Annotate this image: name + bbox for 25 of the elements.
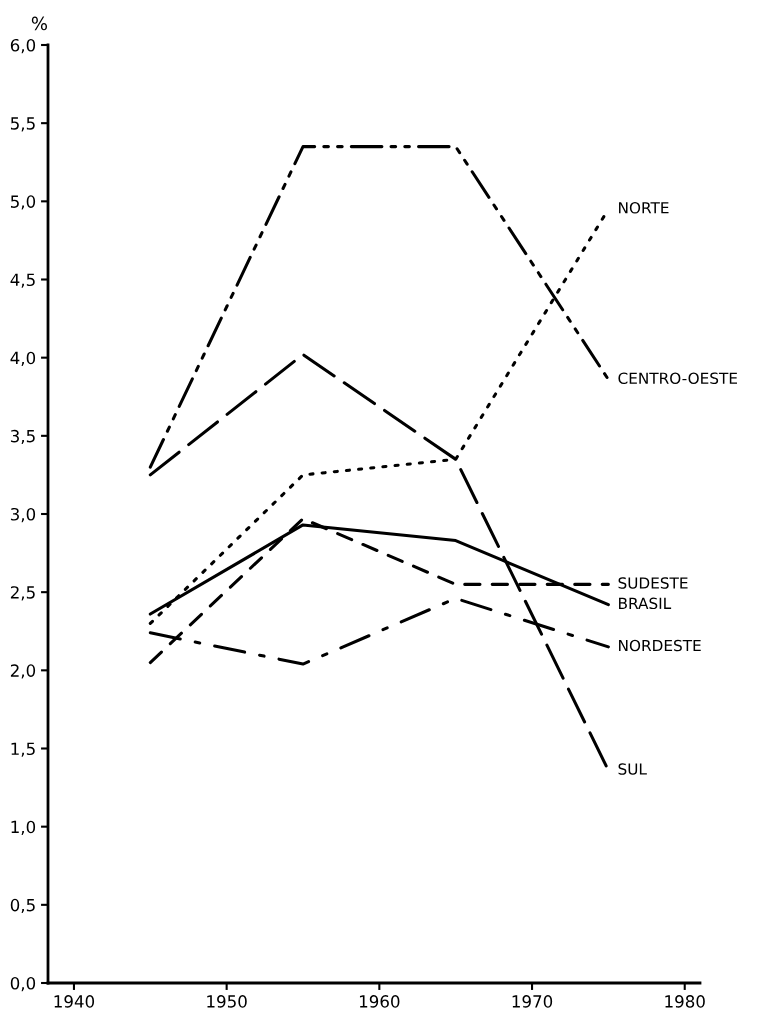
y-tick-label: 3,5 — [10, 429, 35, 445]
x-tick-label: 1950 — [207, 995, 247, 1008]
series-label: BRASIL — [619, 597, 672, 610]
y-tick-label: 4,0 — [10, 351, 36, 366]
y-tick-label: 5,5 — [10, 117, 35, 132]
y-tick-label: 0,5 — [10, 898, 35, 914]
y-tick-label: 2,0 — [10, 664, 36, 679]
series-label: NORDESTE — [619, 639, 701, 652]
y-tick-label: 4,5 — [10, 273, 35, 288]
y-tick-label: 1,5 — [11, 742, 35, 757]
series-label: CENTRO-OESTE — [618, 372, 737, 384]
y-tick-label: 6,0 — [10, 38, 36, 54]
x-tick-label: 1970 — [512, 995, 553, 1008]
y-tick-label: 0,0 — [10, 976, 36, 992]
y-tick-label: 1,0 — [11, 820, 36, 835]
y-tick-label: 5,0 — [10, 195, 36, 210]
y-tick-label: 2,5 — [10, 586, 35, 601]
series-label: SUL — [618, 763, 647, 775]
x-tick-label: 1980 — [665, 995, 705, 1008]
y-tick-label: 3,0 — [10, 507, 36, 523]
y-axis-title: % — [31, 16, 47, 31]
x-tick-label: 1960 — [359, 995, 400, 1008]
series-label: SUDESTE — [618, 577, 688, 589]
series-label: NORTE — [619, 202, 669, 214]
x-tick-label: 1940 — [54, 995, 95, 1008]
